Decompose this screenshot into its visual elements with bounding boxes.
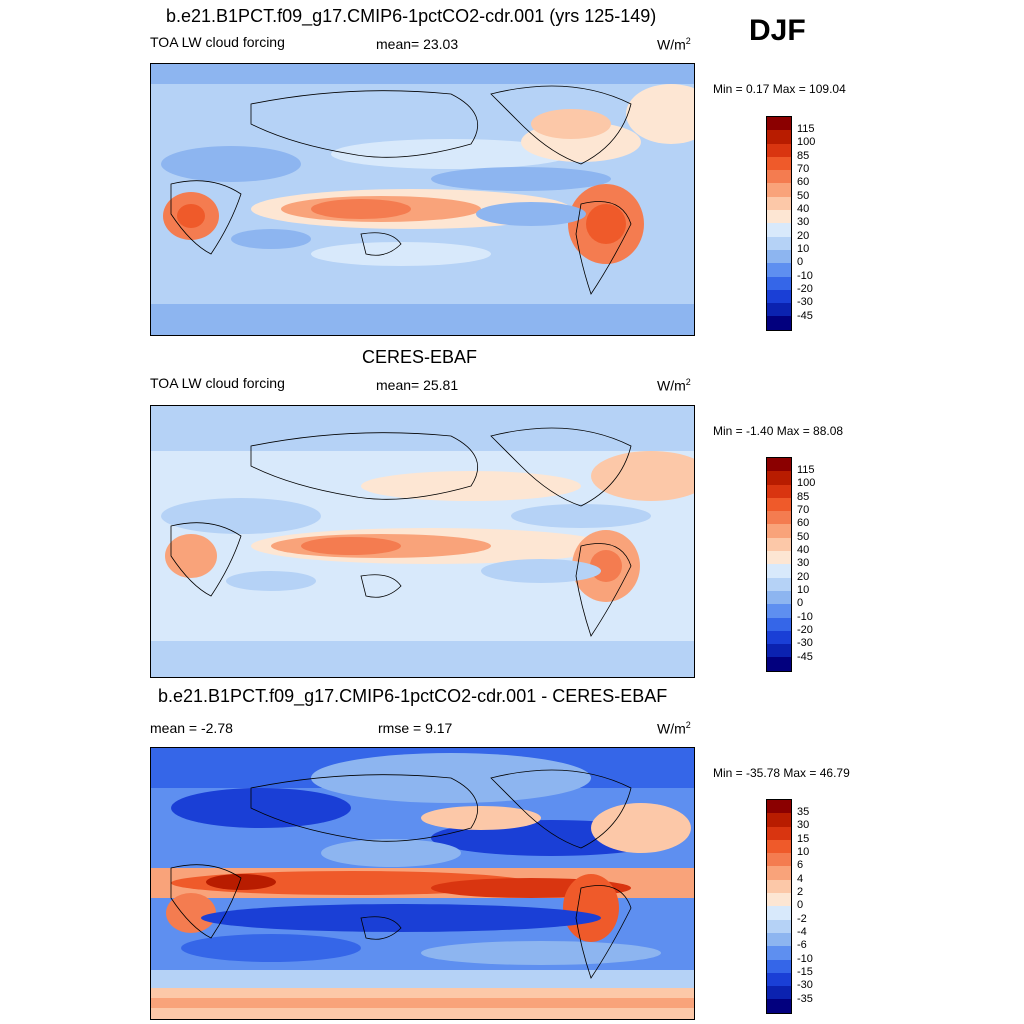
panel2-colorbar-label: -10 [797,611,813,623]
panel2-colorbar-label: 10 [797,584,810,596]
panel2-colorbar-label: 20 [797,571,810,583]
panel2-colorbar-label: 85 [797,491,810,503]
panel3-title: b.e21.B1PCT.f09_g17.CMIP6-1pctCO2-cdr.00… [158,686,668,706]
panel1-colorbar-label: 115 [797,123,815,135]
panel1-colorbar-label: 100 [797,136,816,148]
panel2-colorbar [766,457,792,672]
panel3-colorbar-label: 6 [797,859,804,871]
panel1-units: W/m2 [657,36,691,53]
panel2-map [150,405,695,678]
panel3-colorbar-label: 10 [797,846,810,858]
panel1-colorbar-label: 85 [797,150,810,162]
panel1-colorbar-label: -45 [797,310,813,322]
panel1-title: b.e21.B1PCT.f09_g17.CMIP6-1pctCO2-cdr.00… [166,6,657,26]
panel3-colorbar-label: -2 [797,913,807,925]
panel1-colorbar-label: 60 [797,176,810,188]
panel1-map [150,63,695,336]
panel2-colorbar-label: -30 [797,637,813,649]
panel2-variable-label: TOA LW cloud forcing [150,375,285,391]
panel1-colorbar-label: 10 [797,243,810,255]
panel1-colorbar [766,116,792,331]
panel2-colorbar-label: 70 [797,504,810,516]
panel3-colorbar-label: 0 [797,899,804,911]
panel3-units: W/m2 [657,720,691,737]
panel3-colorbar-label: -35 [797,993,813,1005]
panel3-colorbar-label: -30 [797,979,813,991]
panel1-colorbar-label: 0 [797,256,804,268]
panel3-mean-label: mean = -2.78 [150,720,233,736]
panel3-colorbar-label: 35 [797,806,810,818]
panel3-minmax: Min = -35.78 Max = 46.79 [713,766,850,780]
panel3-colorbar [766,799,792,1014]
panel2-colorbar-label: 40 [797,544,810,556]
panel3-colorbar-label: -6 [797,939,807,951]
panel2-title: CERES-EBAF [362,347,478,367]
panel2-colorbar-label: -20 [797,624,813,636]
panel3-colorbar-label: -10 [797,953,813,965]
panel2-colorbar-label: 50 [797,531,810,543]
panel1-colorbar-label: 30 [797,216,810,228]
panel2-colorbar-label: 30 [797,557,810,569]
panel2-colorbar-label: -45 [797,651,813,663]
panel3-colorbar-label: 30 [797,819,810,831]
panel1-colorbar-label: 40 [797,203,810,215]
panel2-colorbar-label: 115 [797,464,815,476]
panel2-units: W/m2 [657,377,691,394]
season-label: DJF [749,14,806,47]
panel3-colorbar-label: -15 [797,966,813,978]
panel2-mean-label: mean= 25.81 [376,377,459,393]
panel2-colorbar-label: 60 [797,517,810,529]
panel1-colorbar-label: -20 [797,283,813,295]
panel1-colorbar-label: -30 [797,296,813,308]
panel1-colorbar-label: 20 [797,230,810,242]
panel2-colorbar-label: 0 [797,597,804,609]
panel3-rmse-label: rmse = 9.17 [378,720,453,736]
panel3-colorbar-label: -4 [797,926,807,938]
panel2-minmax: Min = -1.40 Max = 88.08 [713,424,844,438]
panel1-mean-label: mean= 23.03 [376,36,459,52]
panel1-colorbar-label: 70 [797,163,810,175]
panel3-map [150,747,695,1020]
panel3-colorbar-label: 2 [797,886,804,898]
panel1-minmax: Min = 0.17 Max = 109.04 [713,82,846,96]
panel1-variable-label: TOA LW cloud forcing [150,34,285,50]
panel3-colorbar-label: 15 [797,833,810,845]
panel1-colorbar-label: -10 [797,270,813,282]
panel1-colorbar-label: 50 [797,190,810,202]
panel2-colorbar-label: 100 [797,477,816,489]
panel3-colorbar-label: 4 [797,873,804,885]
